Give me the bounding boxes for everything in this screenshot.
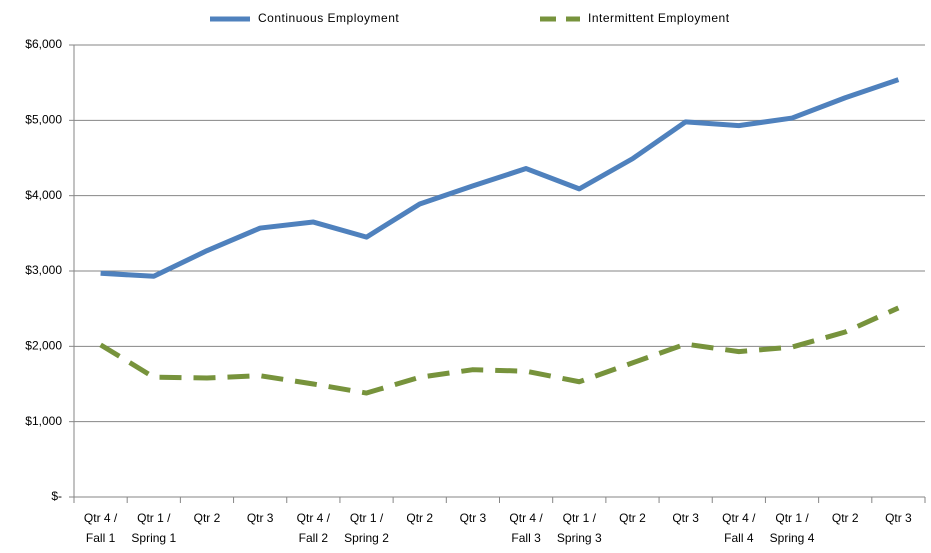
x-tick-label: Qtr 1 / [563,511,597,525]
x-tick-label: Qtr 1 / [137,511,171,525]
x-tick-label: Qtr 1 / [350,511,384,525]
x-tick-label: Qtr 2 [832,511,859,525]
x-tick-label: Fall 4 [724,531,754,545]
y-tick-label: $6,000 [25,37,62,51]
y-tick-label: $2,000 [25,339,62,353]
y-tick-label: $3,000 [25,263,62,277]
x-tick-label: Qtr 2 [619,511,646,525]
x-tick-label: Qtr 4 / [722,511,756,525]
series-line [99,305,900,396]
x-tick-label: Fall 1 [86,531,116,545]
legend-label: Continuous Employment [258,11,399,25]
x-tick-label: Fall 3 [511,531,541,545]
y-tick-label: $- [51,489,62,503]
x-tick-label: Qtr 3 [460,511,487,525]
x-tick-label: Qtr 4 / [297,511,331,525]
x-tick-label: Qtr 3 [885,511,912,525]
x-tick-label: Qtr 4 / [509,511,543,525]
x-tick-label: Qtr 2 [406,511,433,525]
y-tick-label: $4,000 [25,188,62,202]
legend-label: Intermittent Employment [588,11,730,25]
x-tick-label: Qtr 4 / [84,511,118,525]
x-tick-label: Spring 3 [557,531,602,545]
x-tick-label: Qtr 2 [194,511,221,525]
x-tick-label: Spring 1 [131,531,176,545]
x-tick-label: Spring 4 [770,531,815,545]
x-tick-label: Qtr 3 [247,511,274,525]
x-tick-label: Spring 2 [344,531,389,545]
x-tick-label: Qtr 3 [672,511,699,525]
y-tick-label: $1,000 [25,414,62,428]
x-tick-label: Fall 2 [299,531,329,545]
y-tick-label: $5,000 [25,113,62,127]
series-line [100,77,900,279]
x-tick-label: Qtr 1 / [775,511,809,525]
